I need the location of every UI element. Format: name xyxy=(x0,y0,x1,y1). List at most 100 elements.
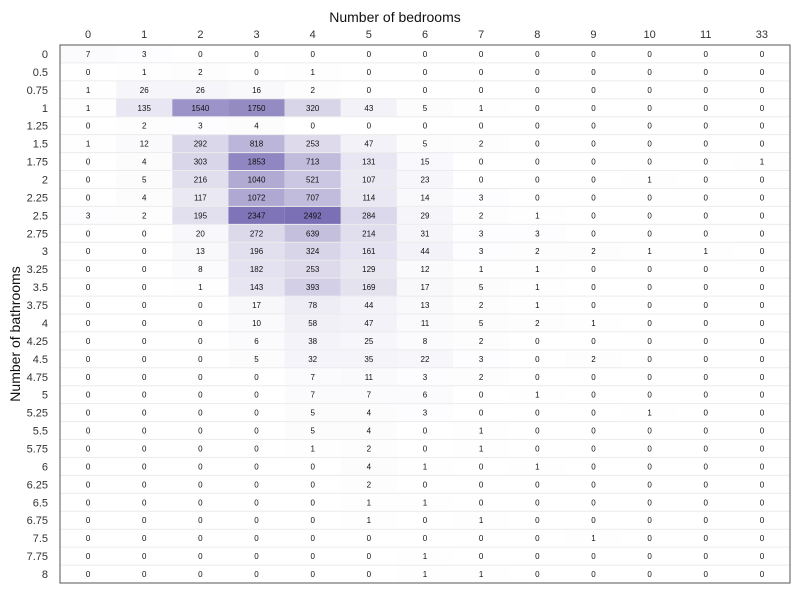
cell-value-label: 0 xyxy=(198,50,203,59)
y-tick-label: 3.75 xyxy=(27,300,48,312)
x-tick-label: 1 xyxy=(141,29,147,41)
heatmap-cell xyxy=(172,98,229,117)
heatmap-cell xyxy=(284,385,341,404)
heatmap-cell xyxy=(453,565,510,583)
heatmap-cell xyxy=(396,98,454,117)
cell-value-label: 0 xyxy=(198,498,203,507)
cell-value-label: 1072 xyxy=(248,193,266,202)
cell-value-label: 0 xyxy=(760,301,765,310)
cell-value-label: 0 xyxy=(535,140,540,149)
y-tick-label: 8 xyxy=(42,569,48,581)
cell-value-label: 0 xyxy=(86,301,91,310)
cell-value-label: 29 xyxy=(421,211,430,220)
heatmap-cell xyxy=(284,170,341,189)
cell-value-label: 0 xyxy=(310,552,315,561)
heatmap-cell xyxy=(172,260,229,279)
cell-value-label: 0 xyxy=(198,373,203,382)
y-tick-label: 1.5 xyxy=(33,139,48,151)
row-grid-lines xyxy=(60,62,790,566)
y-tick-label: 2.25 xyxy=(27,192,48,204)
cell-value-label: 1 xyxy=(479,427,484,436)
cell-value-label: 4 xyxy=(142,193,147,202)
cell-value-label: 0 xyxy=(479,86,484,95)
cell-value-label: 0 xyxy=(423,68,428,77)
cell-value-label: 0 xyxy=(198,301,203,310)
cell-value-label: 5 xyxy=(479,319,484,328)
heatmap-cell xyxy=(284,314,341,332)
heatmap-cell xyxy=(453,314,510,332)
heatmap-cell xyxy=(340,278,397,297)
cell-value-label: 2 xyxy=(142,211,147,220)
cell-value-label: 0 xyxy=(479,534,484,543)
cell-value-label: 0 xyxy=(647,373,652,382)
cell-value-label: 0 xyxy=(198,480,203,489)
cell-value-label: 0 xyxy=(367,68,372,77)
cell-value-label: 1 xyxy=(423,552,428,561)
cell-value-label: 0 xyxy=(647,50,652,59)
heatmap-cell xyxy=(340,98,397,117)
heatmap-cell xyxy=(621,403,678,422)
cell-value-label: 0 xyxy=(254,68,259,77)
heatmap-cell xyxy=(172,62,229,81)
heatmap-cell xyxy=(453,188,510,207)
heatmap-cell xyxy=(453,296,510,314)
cell-value-label: 1 xyxy=(367,498,372,507)
cell-value-label: 0 xyxy=(591,193,596,202)
cell-value-label: 0 xyxy=(591,283,596,292)
cell-value-label: 0 xyxy=(647,140,652,149)
cell-value-label: 0 xyxy=(423,86,428,95)
y-tick-label: 4.5 xyxy=(33,354,48,366)
cell-value-label: 0 xyxy=(535,122,540,131)
heatmap-cell xyxy=(453,134,510,153)
heatmap-cell xyxy=(60,134,117,153)
x-tick-label: 10 xyxy=(643,29,655,41)
cell-value-label: 1750 xyxy=(248,104,266,113)
y-tick-label: 3.5 xyxy=(33,282,48,294)
cell-value-label: 0 xyxy=(479,122,484,131)
y-tick-label: 5.75 xyxy=(27,444,48,456)
y-axis-title: Number of bathrooms xyxy=(7,266,23,401)
cell-value-label: 0 xyxy=(142,498,147,507)
cell-value-label: 0 xyxy=(86,480,91,489)
cell-value-label: 0 xyxy=(704,50,709,59)
heatmap-cell xyxy=(509,296,566,314)
heatmap-cell xyxy=(453,98,510,117)
cell-value-label: 0 xyxy=(142,552,147,561)
cell-value-label: 3 xyxy=(479,247,484,256)
heatmap-cell xyxy=(228,314,285,332)
heatmap-cell xyxy=(509,242,566,261)
cell-value-label: 0 xyxy=(647,462,652,471)
cell-value-label: 8 xyxy=(423,337,428,346)
y-tick-label: 3 xyxy=(42,246,48,258)
cell-value-label: 3 xyxy=(479,193,484,202)
cell-value-label: 521 xyxy=(306,176,320,185)
cell-value-label: 0 xyxy=(535,409,540,418)
cell-value-label: 0 xyxy=(704,534,709,543)
heatmap-cell xyxy=(116,206,173,225)
heatmap-cell xyxy=(396,331,454,350)
cell-value-label: 0 xyxy=(647,445,652,454)
cell-value-label: 1 xyxy=(760,158,765,167)
y-tick-label: 0.75 xyxy=(27,85,48,97)
heatmap-cell xyxy=(340,475,397,494)
cell-value-label: 0 xyxy=(254,409,259,418)
cell-value-label: 22 xyxy=(421,355,430,364)
cell-value-label: 0 xyxy=(760,391,765,400)
cell-value-label: 0 xyxy=(647,301,652,310)
cell-value-label: 0 xyxy=(760,68,765,77)
y-tick-label: 6 xyxy=(42,461,48,473)
cell-value-label: 0 xyxy=(479,498,484,507)
cell-value-label: 0 xyxy=(142,337,147,346)
cell-value-label: 0 xyxy=(86,337,91,346)
heatmap-cell xyxy=(453,242,510,261)
heatmap-cell xyxy=(116,98,173,117)
cell-value-label: 0 xyxy=(479,480,484,489)
cell-value-label: 0 xyxy=(367,122,372,131)
cell-value-label: 0 xyxy=(591,373,596,382)
cell-value-label: 0 xyxy=(535,104,540,113)
cell-value-label: 0 xyxy=(760,480,765,489)
cell-value-label: 0 xyxy=(86,498,91,507)
cell-value-label: 1 xyxy=(535,283,540,292)
heatmap-cell xyxy=(340,170,397,189)
heatmap-cell xyxy=(509,260,566,279)
